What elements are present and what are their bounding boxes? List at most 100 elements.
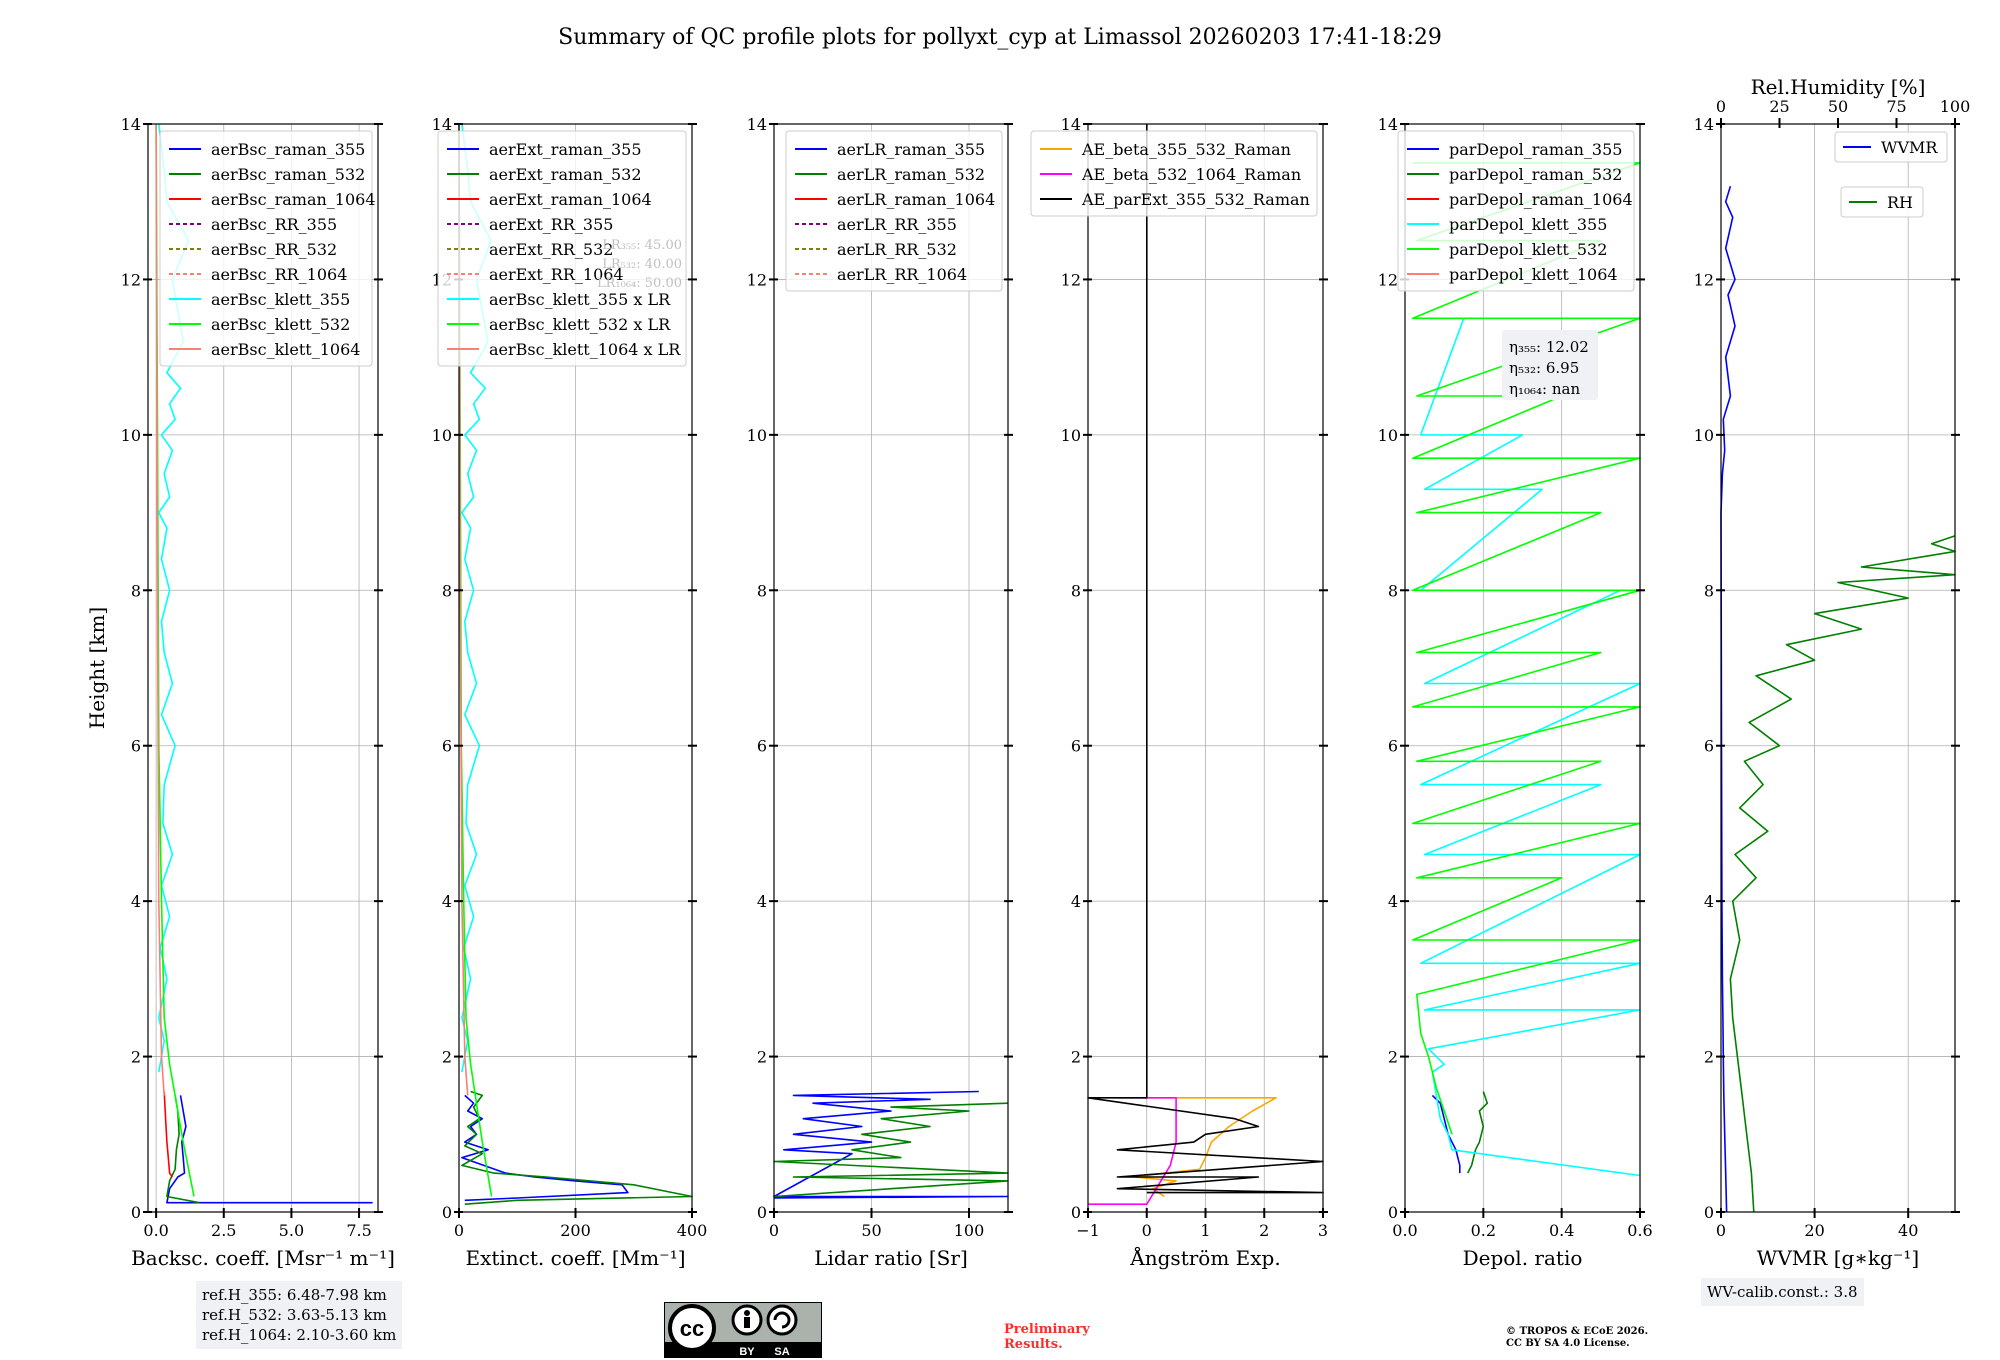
legend-box	[1834, 131, 1948, 163]
y-tick-label: 8	[1704, 581, 1714, 600]
series-line-parDepol_raman_355	[1431, 1094, 1461, 1174]
legend-label: aerExt_RR_1064	[489, 265, 624, 284]
legend-label: aerBsc_RR_532	[211, 240, 337, 259]
ref-height-355: ref.H_355: 6.48-7.98 km	[202, 1286, 387, 1304]
x-axis-label: Backsc. coeff. [Msr⁻¹ m⁻¹]	[131, 1246, 395, 1270]
legend-label: aerBsc_raman_532	[211, 165, 365, 184]
y-tick-label: 4	[131, 892, 141, 911]
legend-label: AE_beta_532_1064_Raman	[1081, 165, 1301, 184]
x-tick-label: 20	[1804, 1221, 1824, 1240]
lidar-ratio-annotation: LR₃₅₅: 45.00	[602, 238, 682, 253]
x-axis-label: WVMR [g∗kg⁻¹]	[1757, 1246, 1919, 1270]
legend-label: aerBsc_klett_532	[211, 315, 350, 334]
y-tick-label: 14	[1378, 115, 1398, 134]
eta-annotation: η₁₀₆₄: nan	[1509, 380, 1580, 398]
y-tick-label: 8	[442, 581, 452, 600]
legend-box	[1840, 186, 1924, 218]
y-tick-label: 4	[1388, 892, 1398, 911]
top-x-tick-label: 25	[1769, 97, 1789, 116]
series-line-parDepol_klett_355	[1416, 317, 1641, 1177]
y-tick-label: 6	[442, 737, 452, 756]
y-tick-label: 6	[131, 737, 141, 756]
legend-label: aerLR_raman_355	[837, 140, 985, 159]
legend-label: parDepol_klett_1064	[1449, 265, 1618, 284]
x-tick-label: 0.2	[1471, 1221, 1496, 1240]
series-line-aerBsc_raman_1064	[163, 1091, 174, 1178]
legend-box	[785, 130, 1003, 292]
y-tick-label: 6	[1704, 737, 1714, 756]
y-tick-label: 12	[121, 270, 141, 289]
top-x-axis-label: Rel.Humidity [%]	[1751, 75, 1926, 99]
y-tick-label: 2	[1388, 1048, 1398, 1067]
legend-label-WVMR: WVMR	[1881, 138, 1938, 157]
lidar-ratio-annotation: LR₁₀₆₄: 50.00	[597, 276, 682, 291]
preliminary-results-note: Preliminary Results.	[1004, 1322, 1090, 1352]
legend-label: aerLR_raman_1064	[837, 190, 995, 209]
attribution-person-body	[744, 1317, 750, 1328]
y-tick-label: 2	[131, 1048, 141, 1067]
y-tick-label: 0	[131, 1203, 141, 1222]
y-tick-label: 10	[1061, 426, 1081, 445]
eta-annotation: η₅₃₂: 6.95	[1509, 359, 1579, 377]
series-line-aerExt_raman_532	[461, 1090, 693, 1205]
axes-frame	[147, 123, 379, 1213]
legend-label: aerBsc_klett_355 x LR	[489, 290, 671, 309]
top-x-tick-label: 75	[1886, 97, 1906, 116]
legend-label: aerBsc_klett_355	[211, 290, 350, 309]
legend-box	[159, 130, 373, 367]
x-tick-label: 0.4	[1549, 1221, 1574, 1240]
legend-label: parDepol_raman_355	[1449, 140, 1622, 159]
legend-label: AE_beta_355_532_Raman	[1081, 140, 1291, 159]
eta-annotation: η₃₅₅: 12.02	[1509, 338, 1589, 356]
series-line-RH	[1729, 535, 1956, 1213]
series-line-aerBsc_raman_355	[166, 1095, 373, 1204]
series-line-parDepol_raman_532	[1466, 1091, 1489, 1174]
share-alike-arrow	[773, 1311, 791, 1329]
y-tick-label: 14	[747, 115, 767, 134]
y-tick-label: 2	[1704, 1048, 1714, 1067]
y-tick-label: 10	[1378, 426, 1398, 445]
y-tick-label: 10	[747, 426, 767, 445]
series-line-AE_parExt_355_532_Raman	[1087, 124, 1324, 1194]
cc-logo-by-label: BY	[739, 1346, 755, 1358]
x-tick-label: 7.5	[346, 1221, 371, 1240]
x-axis-label: Depol. ratio	[1463, 1246, 1583, 1270]
top-x-tick-label: 100	[1940, 97, 1971, 116]
y-tick-label: 12	[747, 270, 767, 289]
reference-height-box: ref.H_355: 6.48-7.98 km ref.H_532: 3.63-…	[196, 1281, 403, 1349]
preliminary-line-1: Preliminary	[1004, 1322, 1090, 1337]
y-tick-label: 0	[442, 1203, 452, 1222]
top-x-tick-label: 0	[1716, 97, 1726, 116]
copyright-note: © TROPOS & ECoE 2026. CC BY SA 4.0 Licen…	[1506, 1326, 1648, 1350]
series-line-aerExt_raman_355	[461, 1094, 629, 1202]
y-tick-label: 2	[757, 1048, 767, 1067]
y-tick-label: 8	[131, 581, 141, 600]
series-line-aerLR_raman_532	[773, 1102, 1009, 1198]
y-tick-label: 8	[757, 581, 767, 600]
cc-circle-icon	[668, 1304, 716, 1352]
cc-logo-sa-label: SA	[774, 1346, 789, 1358]
axes-frame	[773, 123, 1009, 1213]
preliminary-line-2: Results.	[1004, 1337, 1063, 1352]
x-tick-label: 3	[1318, 1221, 1328, 1240]
axes-frame	[1404, 123, 1641, 1213]
legend-label: aerExt_raman_355	[489, 140, 642, 159]
x-tick-label: 40	[1898, 1221, 1918, 1240]
panel-lr: 0 2 4 6 8 10 12 14 0 50 100 Lidar ratio [Sr] aerLR_r…	[747, 115, 1013, 1270]
legend-label-RH: RH	[1887, 193, 1913, 212]
series-line-AE_beta_532_1064_Raman	[1088, 1097, 1177, 1205]
legend-label: parDepol_raman_532	[1449, 165, 1622, 184]
legend-label: parDepol_klett_532	[1449, 240, 1607, 259]
cc-logo-cc-text: cc	[680, 1316, 704, 1341]
y-tick-label: 0	[1071, 1203, 1081, 1222]
y-tick-label: 2	[1071, 1048, 1081, 1067]
legend-box	[437, 130, 687, 367]
legend-label: aerExt_raman_532	[489, 165, 642, 184]
series-line-parDepol_klett_532	[1412, 162, 1641, 1135]
y-axis-label: Height [km]	[85, 607, 109, 729]
x-axis-label: Lidar ratio [Sr]	[814, 1246, 968, 1270]
legend-label: aerBsc_RR_355	[211, 215, 337, 234]
y-tick-label: 0	[757, 1203, 767, 1222]
legend-box	[1397, 130, 1635, 292]
